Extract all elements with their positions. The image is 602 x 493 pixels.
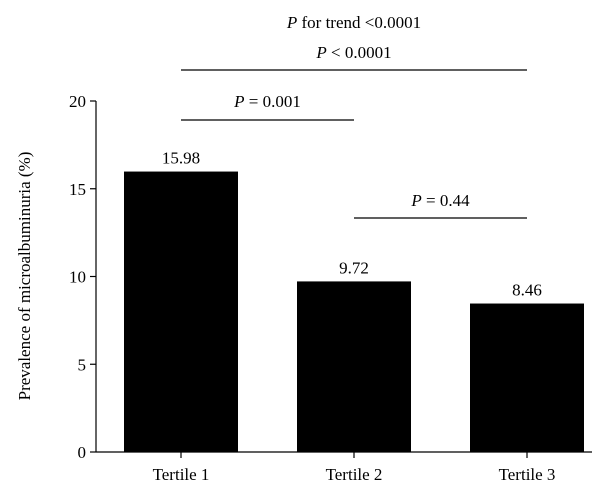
significance-label: P = 0.44 <box>410 191 470 210</box>
significance-label: P = 0.001 <box>233 92 301 111</box>
plot-area: 0 5 10 15 20 Tertile 1 15.98 Tertile 2 9.72 Terti… <box>69 13 592 484</box>
y-tick-label: 20 <box>69 92 86 111</box>
significance-label: P < 0.0001 <box>315 43 391 62</box>
y-tick-label: 0 <box>78 443 87 462</box>
data-label: 8.46 <box>512 281 542 300</box>
x-tick-label: Tertile 1 <box>153 465 210 484</box>
y-tick-label: 15 <box>69 180 86 199</box>
data-label: 9.72 <box>339 258 369 277</box>
bar <box>124 171 238 452</box>
y-tick-label: 5 <box>78 355 87 374</box>
x-tick-label: Tertile 2 <box>326 465 383 484</box>
y-axis-title: Prevalence of microalbuminuria (%) <box>15 152 34 401</box>
data-label: 15.98 <box>162 149 200 168</box>
significance-label: P for trend <0.0001 <box>286 13 421 32</box>
y-tick-label: 10 <box>69 268 86 287</box>
x-tick-label: Tertile 3 <box>499 465 556 484</box>
bar <box>470 303 584 452</box>
bar <box>297 281 411 452</box>
